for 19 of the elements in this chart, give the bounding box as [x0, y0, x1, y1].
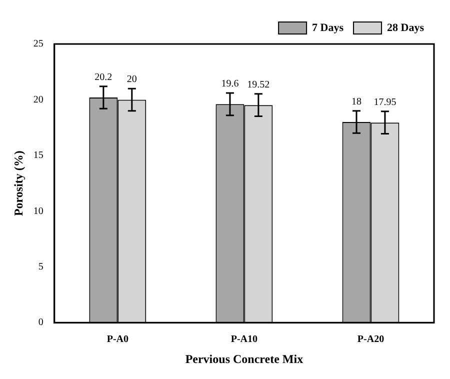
data-label: 19.6: [221, 78, 239, 90]
y-tick-label: 25: [33, 38, 44, 50]
y-tick-label: 0: [38, 317, 44, 328]
legend-label: 7 Days: [312, 22, 344, 34]
x-tick-label: P-A0: [106, 334, 129, 346]
y-axis-title: Porosity (%): [11, 150, 26, 216]
data-label: 18: [352, 96, 362, 108]
data-label: 20: [126, 74, 137, 86]
data-label: 20.2: [94, 72, 112, 83]
y-tick-label: 20: [33, 94, 44, 106]
y-tick-label: 5: [38, 262, 44, 273]
x-tick-label: P-A20: [357, 334, 384, 346]
x-tick-label: P-A10: [230, 334, 258, 346]
x-axis-title: Pervious Concrete Mix: [185, 352, 304, 366]
data-label: 19.52: [247, 80, 270, 91]
y-tick-label: 15: [33, 150, 44, 162]
y-tick-label: 10: [33, 206, 44, 217]
legend-label: 28 Days: [387, 22, 425, 34]
data-label: 17.95: [374, 97, 396, 108]
